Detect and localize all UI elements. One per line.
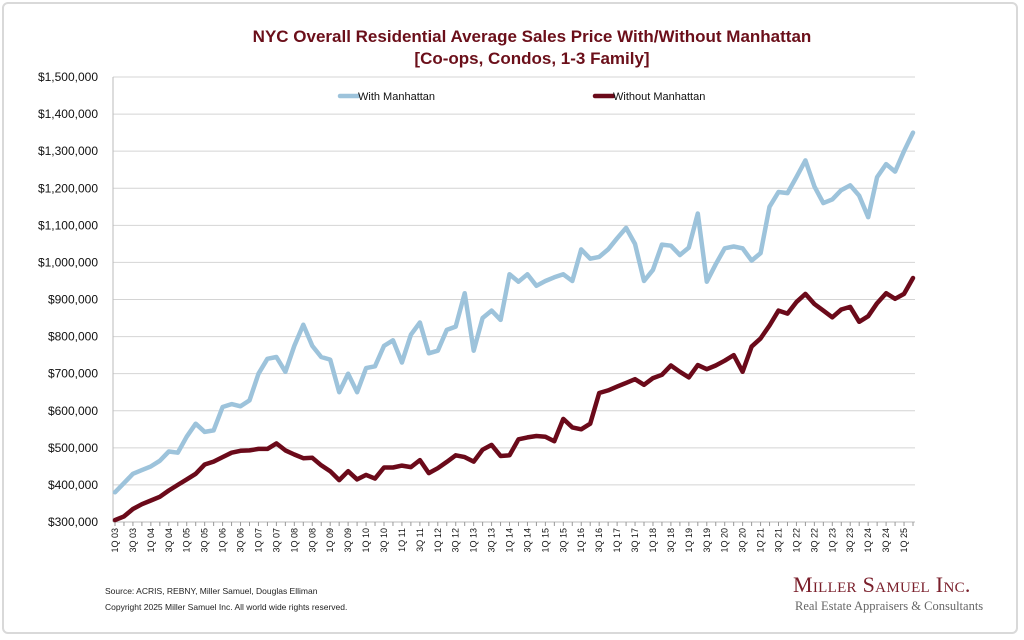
- y-tick-label: $400,000: [48, 478, 98, 492]
- x-tick-label: 1Q 10: [361, 528, 371, 553]
- x-tick-label: 1Q 21: [756, 528, 766, 553]
- x-tick-label: 3Q 04: [164, 528, 174, 553]
- x-tick-label: 3Q 08: [307, 528, 317, 553]
- y-tick-label: $900,000: [48, 293, 98, 307]
- x-tick-label: 3Q 23: [845, 528, 855, 553]
- chart-subtitle: [Co-ops, Condos, 1-3 Family]: [414, 49, 650, 68]
- legend-label: Without Manhattan: [613, 91, 705, 103]
- copyright-note: Copyright 2025 Miller Samuel Inc. All wo…: [105, 602, 348, 612]
- x-tick-label: 1Q 06: [218, 528, 228, 553]
- x-tick-label: 1Q 15: [540, 528, 550, 553]
- y-tick-label: $800,000: [48, 330, 98, 344]
- x-tick-label: 1Q 25: [899, 528, 909, 553]
- x-tick-label: 1Q 12: [433, 528, 443, 553]
- x-tick-label: 3Q 07: [271, 528, 281, 553]
- x-tick-label: 1Q 14: [505, 528, 515, 553]
- x-tick-label: 1Q 07: [253, 528, 263, 553]
- series-line-with-manhattan: [112, 130, 916, 495]
- source-note: Source: ACRIS, REBNY, Miller Samuel, Dou…: [105, 586, 318, 596]
- x-tick-label: 3Q 20: [738, 528, 748, 553]
- x-tick-label: 3Q 10: [379, 528, 389, 553]
- x-tick-label: 3Q 05: [200, 528, 210, 553]
- x-tick-label: 1Q 16: [576, 528, 586, 553]
- x-tick-label: 1Q 17: [612, 528, 622, 553]
- y-tick-label: $700,000: [48, 367, 98, 381]
- x-tick-label: 1Q 19: [684, 528, 694, 553]
- x-tick-label: 3Q 06: [236, 528, 246, 553]
- x-tick-label: 3Q 03: [128, 528, 138, 553]
- company-tagline: Real Estate Appraisers & Consultants: [795, 599, 984, 613]
- x-tick-label: 1Q 24: [863, 528, 873, 553]
- x-tick-label: 3Q 12: [451, 528, 461, 553]
- company-logo: Miller Samuel Inc.: [793, 572, 971, 597]
- y-tick-label: $1,500,000: [38, 70, 98, 84]
- series-line-without-manhattan: [112, 275, 916, 523]
- x-tick-label: 3Q 18: [666, 528, 676, 553]
- x-tick-label: 1Q 08: [289, 528, 299, 553]
- chart-frame: [2, 2, 1018, 634]
- x-tick-label: 1Q 23: [827, 528, 837, 553]
- y-tick-label: $1,200,000: [38, 181, 98, 195]
- y-tick-label: $600,000: [48, 404, 98, 418]
- x-tick-label: 1Q 18: [648, 528, 658, 553]
- x-tick-label: 3Q 19: [702, 528, 712, 553]
- y-tick-label: $300,000: [48, 515, 98, 529]
- x-tick-label: 3Q 09: [343, 528, 353, 553]
- x-tick-label: 3Q 15: [558, 528, 568, 553]
- x-tick-label: 3Q 17: [630, 528, 640, 553]
- x-tick-label: 1Q 03: [110, 528, 120, 553]
- y-tick-label: $1,100,000: [38, 218, 98, 232]
- y-tick-label: $1,400,000: [38, 107, 98, 121]
- x-tick-label: 1Q 22: [791, 528, 801, 553]
- x-tick-label: 1Q 13: [469, 528, 479, 553]
- legend-label: With Manhattan: [358, 91, 435, 103]
- y-tick-label: $1,300,000: [38, 144, 98, 158]
- x-tick-label: 3Q 24: [881, 528, 891, 553]
- x-tick-label: 1Q 11: [397, 528, 407, 552]
- x-tick-label: 1Q 05: [182, 528, 192, 553]
- x-tick-label: 3Q 22: [809, 528, 819, 553]
- x-tick-label: 3Q 21: [774, 528, 784, 553]
- x-tick-label: 3Q 11: [415, 528, 425, 552]
- y-tick-label: $500,000: [48, 441, 98, 455]
- x-tick-label: 3Q 16: [594, 528, 604, 553]
- x-tick-label: 1Q 20: [720, 528, 730, 553]
- chart-title: NYC Overall Residential Average Sales Pr…: [252, 27, 812, 46]
- x-tick-label: 3Q 13: [487, 528, 497, 553]
- x-tick-label: 1Q 09: [325, 528, 335, 553]
- x-tick-label: 1Q 04: [146, 528, 156, 553]
- x-tick-label: 3Q 14: [522, 528, 532, 553]
- y-tick-label: $1,000,000: [38, 255, 98, 269]
